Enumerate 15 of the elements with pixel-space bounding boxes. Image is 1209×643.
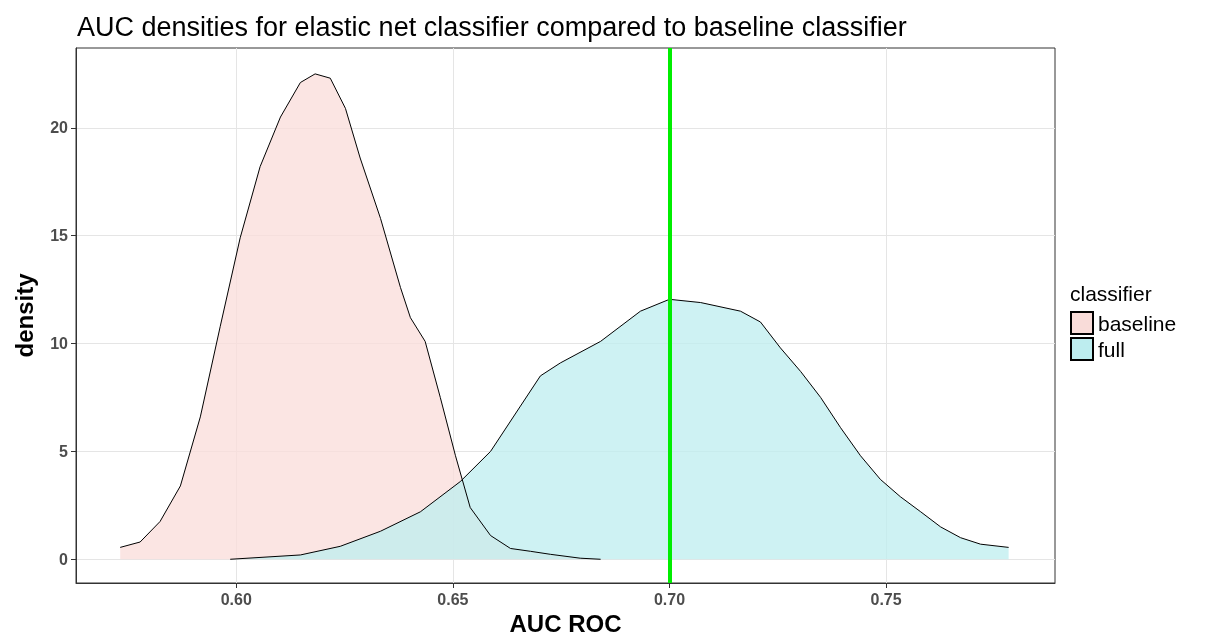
x-tick-label: 0.70 — [653, 590, 686, 608]
y-tick-label: 20 — [50, 119, 69, 137]
x-axis-title: AUC ROC — [509, 610, 622, 638]
legend-title: classifier — [1070, 282, 1152, 305]
chart-title: AUC densities for elastic net classifier compared to baseline classifier — [77, 11, 907, 42]
x-tick-label: 0.75 — [870, 590, 902, 608]
y-axis-title: density — [10, 272, 38, 358]
y-tick-label: 5 — [59, 442, 69, 460]
x-tick-label: 0.65 — [437, 590, 469, 608]
y-tick-label: 0 — [59, 550, 69, 568]
y-tick-label: 15 — [50, 227, 69, 245]
y-tick-label: 10 — [50, 335, 69, 353]
x-tick-label: 0.60 — [220, 590, 252, 608]
legend-label: full — [1098, 337, 1125, 361]
legend-label: baseline — [1098, 311, 1177, 335]
